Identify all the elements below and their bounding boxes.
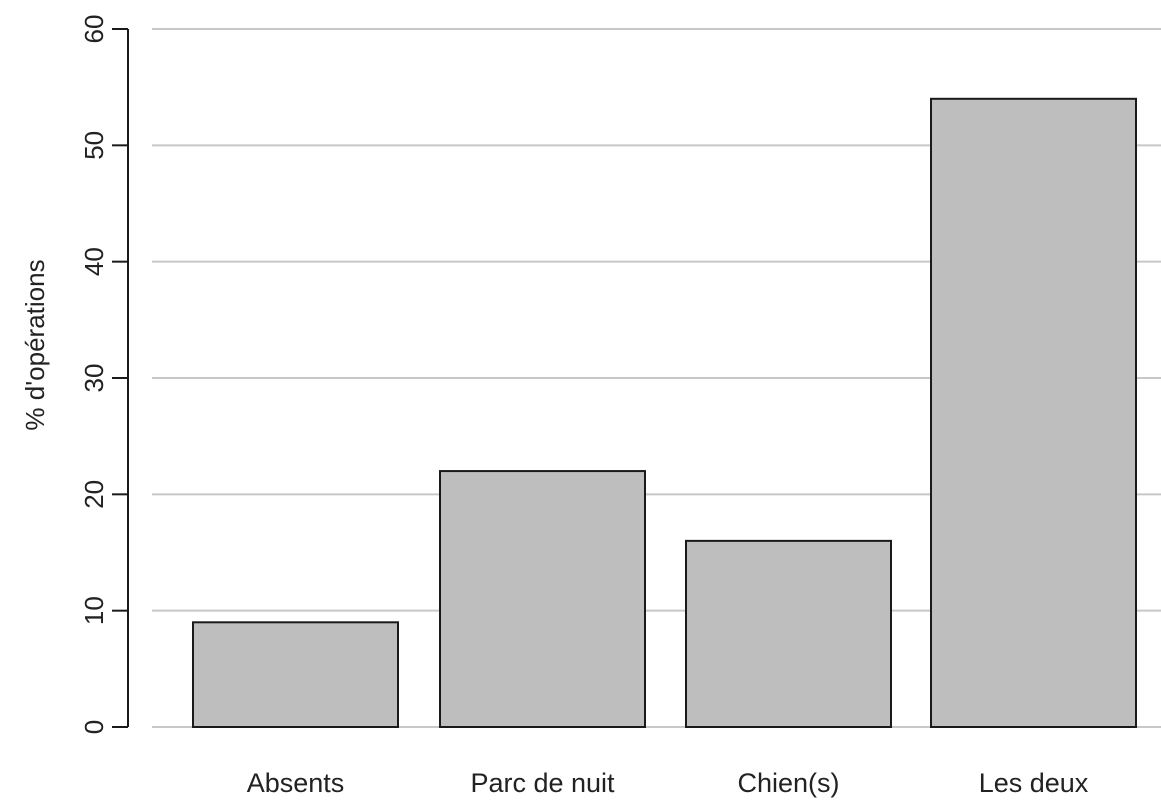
y-tick-label-20: 20: [79, 480, 109, 509]
x-axis-labels: Absents Parc de nuit Chien(s) Les deux: [247, 768, 1089, 798]
y-axis-title: % d'opérations: [20, 259, 50, 430]
bar-0: [192, 621, 399, 728]
y-tick-label-30: 30: [79, 364, 109, 393]
bar-2: [685, 539, 892, 728]
category-label-0: Absents: [247, 768, 345, 798]
bars: [192, 97, 1137, 729]
category-label-1: Parc de nuit: [470, 768, 615, 798]
y-tick-label-40: 40: [79, 247, 109, 276]
bar-1: [439, 470, 646, 729]
bar-3: [930, 97, 1137, 729]
y-tick-label-0: 0: [79, 720, 109, 734]
y-axis: 0 10 20 30 40 50 60: [79, 15, 129, 734]
category-label-2: Chien(s): [737, 768, 839, 798]
category-label-3: Les deux: [979, 768, 1089, 798]
y-tick-label-50: 50: [79, 131, 109, 160]
y-tick-label-10: 10: [79, 596, 109, 625]
y-tick-label-60: 60: [79, 15, 109, 44]
gridlines: [152, 28, 1161, 728]
